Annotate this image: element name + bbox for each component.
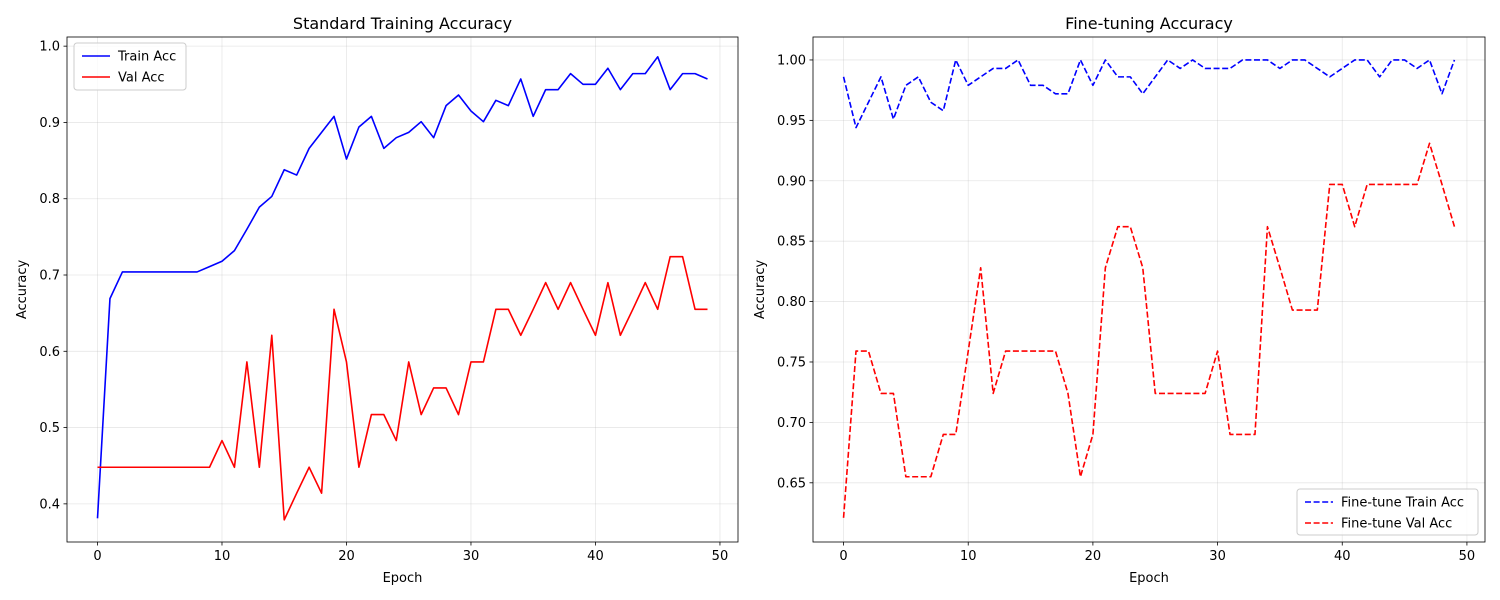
x-axis-label: Epoch — [1129, 571, 1169, 586]
chart-fine-tuning: Fine-tuning Accuracy 0 10 20 30 40 50 0.65 0.70… — [753, 14, 1486, 586]
y-tick-label: 0.9 — [39, 116, 60, 131]
legend: Train Acc Val Acc — [73, 42, 187, 91]
chart-title: Fine-tuning Accuracy — [1065, 14, 1233, 33]
x-tick-label: 0 — [93, 549, 101, 564]
legend-frame — [1296, 488, 1479, 536]
legend-label: Val Acc — [118, 71, 165, 86]
legend: Fine-tune Train Acc Fine-tune Val Acc — [1296, 488, 1479, 536]
x-tick-label: 10 — [214, 549, 231, 564]
plot-frame — [812, 36, 1486, 543]
y-tick-label: 0.80 — [777, 295, 806, 310]
y-tick-label: 0.6 — [39, 345, 60, 360]
y-tick-label: 0.95 — [777, 114, 806, 129]
y-tick-label: 0.85 — [777, 235, 806, 250]
legend-label: Fine-tune Train Acc — [1341, 496, 1464, 511]
y-tick-label: 0.65 — [777, 476, 806, 491]
x-tick-label: 50 — [712, 549, 729, 564]
y-tick-label: 1.00 — [777, 53, 806, 68]
legend-label: Fine-tune Val Acc — [1341, 517, 1452, 532]
x-tick-label: 40 — [1334, 549, 1351, 564]
x-tick-label: 0 — [839, 549, 847, 564]
y-tick-label: 0.4 — [39, 497, 60, 512]
plot-frame — [66, 36, 739, 543]
series-line-fine-tune-val-acc — [842, 142, 1456, 518]
x-tick-label: 40 — [587, 549, 604, 564]
x-tick-label: 10 — [960, 549, 977, 564]
y-tick-label: 0.75 — [777, 355, 806, 370]
x-tick-label: 20 — [338, 549, 355, 564]
series-line-val-acc — [97, 255, 708, 521]
series-line-fine-tune-train-acc — [842, 59, 1456, 129]
y-axis-label: Accuracy — [753, 260, 768, 320]
y-tick-label: 0.70 — [777, 416, 806, 431]
x-tick-label: 50 — [1459, 549, 1476, 564]
x-axis-label: Epoch — [383, 571, 423, 586]
legend-label: Train Acc — [117, 50, 176, 65]
y-tick-label: 1.0 — [39, 40, 60, 55]
legend-frame — [73, 42, 187, 91]
y-tick-label: 0.7 — [39, 269, 60, 284]
x-tick-label: 20 — [1085, 549, 1102, 564]
x-tick-label: 30 — [463, 549, 480, 564]
y-tick-label: 0.8 — [39, 192, 60, 207]
x-tick-label: 30 — [1209, 549, 1226, 564]
chart-title: Standard Training Accuracy — [293, 14, 512, 33]
series-line-train-acc — [96, 56, 708, 519]
y-tick-label: 0.90 — [777, 174, 806, 189]
y-axis-label: Accuracy — [15, 260, 30, 320]
chart-standard-training: Standard Training Accuracy 0 10 20 30 40 50 0.… — [15, 14, 739, 586]
y-tick-label: 0.5 — [39, 421, 60, 436]
